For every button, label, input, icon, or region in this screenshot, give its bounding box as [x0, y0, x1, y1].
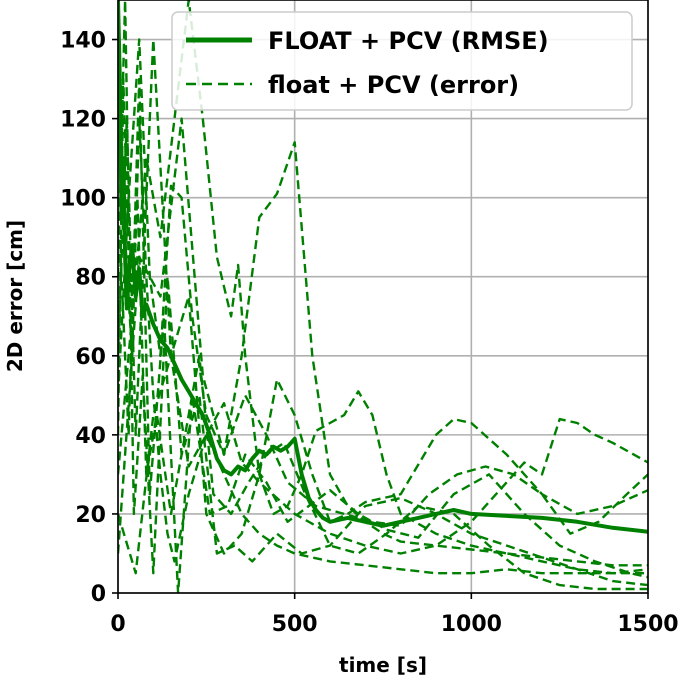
x-tick-label: 1000	[441, 612, 502, 637]
y-tick-label: 100	[60, 187, 106, 212]
y-tick-label: 60	[75, 345, 106, 370]
error-series-line	[118, 38, 648, 555]
rmse-series-line	[118, 0, 648, 534]
x-tick-label: 1500	[617, 612, 678, 637]
legend: FLOAT + PCV (RMSE) float + PCV (error)	[171, 11, 633, 111]
error-series-line	[118, 39, 648, 575]
y-tick-label: 0	[91, 582, 106, 607]
y-tick-label: 120	[60, 108, 106, 133]
y-tick-label: 40	[75, 424, 106, 449]
legend-label-dashed: float + PCV (error)	[268, 71, 519, 99]
y-axis-label: 2D error [cm]	[3, 220, 27, 372]
x-axis-label: time [s]	[339, 653, 427, 677]
y-tick-label: 80	[75, 266, 106, 291]
ticks: 0 500 1000 1500 0 20 40 60 80 100 120 140	[60, 29, 679, 637]
y-tick-label: 20	[75, 503, 106, 528]
error-series-line	[118, 77, 648, 593]
y-tick-label: 140	[60, 29, 106, 54]
error-series-line	[118, 354, 648, 575]
error-series-line	[118, 38, 648, 567]
legend-label-solid: FLOAT + PCV (RMSE)	[268, 27, 549, 55]
plot-frame	[117, 0, 649, 594]
x-tick-label: 500	[272, 612, 318, 637]
error-series-line	[118, 117, 648, 554]
x-tick-label: 0	[110, 612, 125, 637]
legend-box	[171, 11, 633, 111]
error-series-line	[118, 77, 648, 591]
